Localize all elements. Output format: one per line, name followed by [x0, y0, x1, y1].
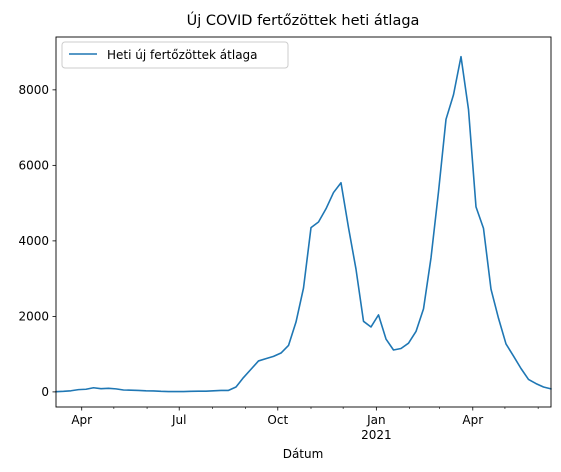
x-tick-label: Oct — [267, 413, 288, 427]
y-tick-label: 2000 — [18, 310, 49, 324]
y-tick-label: 8000 — [18, 83, 49, 97]
y-tick-label: 6000 — [18, 159, 49, 173]
x-tick-label: Jul — [171, 413, 186, 427]
legend-label: Heti új fertőzöttek átlaga — [107, 48, 258, 62]
x-tick-sublabel: 2021 — [361, 428, 392, 442]
series-layer — [55, 55, 552, 393]
series-line-heti-atlag — [55, 55, 552, 393]
legend: Heti új fertőzöttek átlaga — [61, 41, 289, 69]
y-tick-label: 0 — [41, 385, 49, 399]
x-tick-label: Jan — [366, 413, 386, 427]
plot-frame — [55, 36, 552, 408]
plot-area — [55, 36, 552, 408]
x-tick-label: Apr — [462, 413, 483, 427]
x-axis-label: Dátum — [283, 447, 324, 461]
plot-background — [56, 37, 551, 407]
y-axis: 0 2000 4000 6000 8000 — [18, 83, 56, 399]
chart-title: Új COVID fertőzöttek heti átlaga — [187, 11, 420, 29]
legend-box — [61, 41, 289, 69]
x-tick-label: Apr — [71, 413, 92, 427]
y-tick-label: 4000 — [18, 234, 49, 248]
